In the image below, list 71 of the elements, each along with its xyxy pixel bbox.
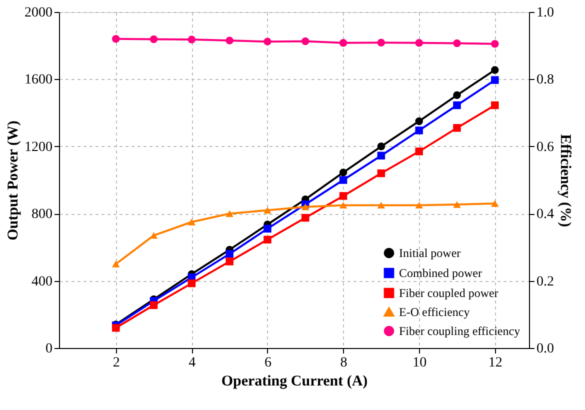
y-tick-label: 2000: [24, 6, 52, 20]
y2-tick-label: 0.6: [536, 140, 554, 155]
point: [377, 152, 386, 160]
point: [264, 236, 272, 244]
point: [150, 232, 158, 239]
point: [377, 38, 386, 46]
point: [339, 176, 348, 184]
point: [377, 169, 386, 178]
y-tick-label: 400: [32, 274, 52, 290]
point: [150, 301, 158, 310]
point: [302, 214, 310, 222]
y2-axis-title: Efficiency (%): [557, 134, 573, 227]
legend-label: Combined power: [399, 266, 482, 280]
point: [491, 66, 499, 74]
point: [226, 258, 234, 266]
point: [188, 218, 196, 226]
point: [491, 200, 499, 207]
legend-label: Initial power: [399, 246, 461, 260]
point: [415, 126, 423, 134]
point: [453, 101, 461, 110]
point: [339, 202, 348, 209]
y2-tick-label: 1.0: [536, 6, 554, 20]
point: [415, 117, 423, 126]
point: [453, 39, 461, 48]
point: [264, 224, 272, 233]
point: [491, 76, 499, 84]
point: [453, 201, 461, 208]
point: [415, 39, 423, 47]
legend-label: Fiber coupled power: [399, 286, 498, 300]
point: [112, 35, 120, 43]
x-tick-label: 12: [488, 356, 502, 370]
legend-label: Fiber coupling efficiency: [399, 324, 520, 338]
point: [302, 204, 310, 210]
point: [453, 124, 461, 132]
point: [415, 148, 423, 156]
x-tick-label: 4: [188, 356, 196, 370]
y-axis-title: Output Power (W): [6, 120, 22, 240]
x-tick-label: 2: [112, 356, 120, 370]
point: [377, 142, 386, 150]
x-tick-label: 8: [340, 356, 348, 370]
point: [415, 202, 423, 209]
point: [150, 35, 158, 44]
y2-tick-label: 0.4: [536, 207, 554, 222]
y-tick-label: 1200: [24, 140, 52, 155]
point: [188, 36, 196, 44]
point: [226, 210, 234, 217]
y2-tick-label: 0.8: [536, 72, 554, 88]
point: [226, 250, 234, 258]
point: [188, 279, 196, 288]
y2-tick-label: 0.0: [536, 342, 554, 356]
point: [264, 206, 272, 214]
point: [264, 38, 272, 46]
x-tick-label: 10: [412, 356, 427, 370]
x-axis-title: Operating Current (A): [221, 374, 368, 390]
point: [377, 202, 386, 209]
point: [339, 192, 348, 200]
x-tick-label: 6: [264, 356, 272, 370]
point: [453, 91, 461, 100]
point: [339, 168, 348, 176]
point: [491, 40, 499, 48]
point: [112, 324, 120, 332]
y-tick-label: 0: [46, 342, 52, 356]
y-tick-label: 1600: [24, 72, 52, 88]
y-tick-label: 800: [32, 207, 52, 222]
y2-tick-label: 0.2: [536, 274, 554, 290]
point: [112, 260, 120, 268]
point: [302, 37, 310, 46]
legend-label: E-O efficiency: [399, 305, 470, 319]
point: [491, 101, 499, 110]
point: [226, 36, 234, 44]
point: [339, 39, 348, 47]
